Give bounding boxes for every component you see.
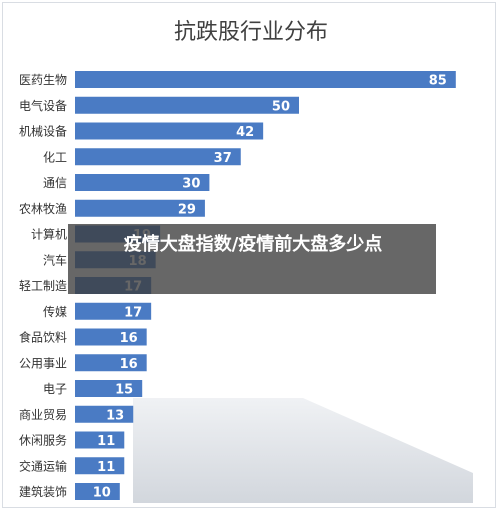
- bar-value-label: 16: [120, 357, 138, 372]
- bar: [75, 354, 147, 372]
- category-label: 建筑装饰: [19, 484, 67, 499]
- bar: [75, 122, 264, 140]
- bar-value-label: 37: [214, 151, 232, 166]
- bar-value-label: 42: [236, 125, 254, 140]
- bar: [75, 405, 134, 423]
- bar: [75, 148, 241, 166]
- bar-value-label: 50: [272, 99, 290, 114]
- bar-value-label: 16: [120, 331, 138, 346]
- bar-value-label: 17: [124, 305, 142, 320]
- bar-value-label: 15: [115, 383, 133, 398]
- category-label: 商业贸易: [19, 407, 67, 422]
- category-label: 化工: [43, 150, 67, 164]
- bar: [75, 174, 210, 191]
- category-label: 通信: [43, 176, 67, 190]
- bar-value-label: 29: [178, 202, 196, 217]
- category-label: 电气设备: [19, 98, 67, 113]
- overlay-title: 疫情大盘指数/疫情前大盘多少点: [123, 234, 383, 255]
- category-label: 电子: [43, 382, 67, 396]
- category-label: 公用事业: [19, 356, 67, 370]
- bar-chart: 抗跌股行业分布 医药生物 85 电气设备 50 机械设备 42 化工 37 通信 30 农林牧渔 29…: [19, 20, 473, 503]
- bar: [75, 483, 120, 500]
- category-label: 机械设备: [19, 124, 67, 139]
- chart-frame: 抗跌股行业分布 医药生物 85 电气设备 50 机械设备 42 化工 37 通信 30 农林牧渔 29…: [2, 2, 496, 508]
- category-label: 休闲服务: [19, 433, 67, 448]
- bar: [75, 380, 143, 397]
- bar-value-label: 10: [93, 486, 111, 501]
- bar: [75, 96, 299, 114]
- overlay-banner: 疫情大盘指数/疫情前大盘多少点: [68, 224, 436, 294]
- bar-value-label: 11: [97, 434, 115, 449]
- category-label: 传媒: [43, 304, 67, 319]
- chart-title: 抗跌股行业分布: [174, 20, 328, 45]
- bar-value-label: 85: [429, 74, 447, 89]
- category-label: 交通运输: [19, 458, 67, 473]
- bar: [75, 199, 205, 217]
- floor-shadow: [133, 398, 473, 503]
- bar: [75, 457, 125, 475]
- bar-value-label: 13: [106, 408, 124, 423]
- bar: [75, 328, 147, 346]
- bar: [75, 302, 152, 320]
- bar: [75, 71, 456, 88]
- bar-value-label: 30: [182, 177, 200, 192]
- category-label: 食品饮料: [19, 330, 67, 345]
- category-label: 轻工制造: [19, 279, 67, 293]
- category-label: 汽车: [43, 252, 67, 267]
- category-label: 医药生物: [19, 73, 67, 87]
- bar: [75, 431, 125, 449]
- bar-value-label: 11: [97, 460, 115, 475]
- category-label: 计算机: [31, 227, 67, 242]
- category-label: 农林牧渔: [19, 202, 67, 216]
